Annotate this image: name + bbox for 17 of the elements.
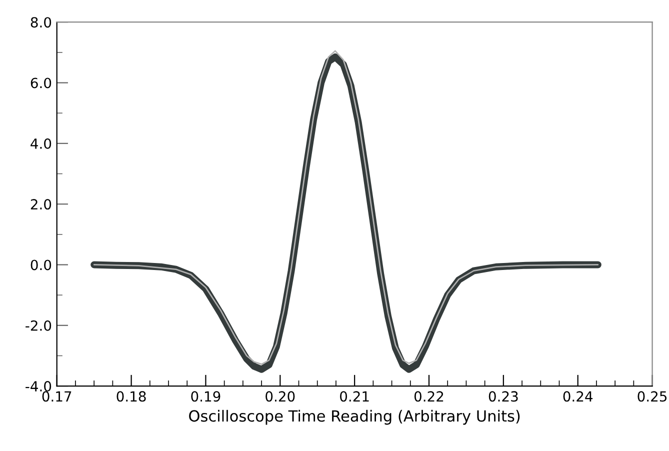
y-tick-label: 0.0 bbox=[30, 260, 52, 270]
x-tick-label: 0.22 bbox=[414, 391, 444, 402]
x-tick-label: 0.25 bbox=[638, 391, 667, 402]
x-tick-label: 0.23 bbox=[488, 391, 518, 402]
x-axis-title: Oscilloscope Time Reading (Arbitrary Units) bbox=[189, 410, 520, 425]
y-tick-label: 4.0 bbox=[30, 138, 52, 149]
y-tick-label: -4.0 bbox=[26, 381, 52, 392]
y-tick-label: 6.0 bbox=[30, 78, 52, 88]
x-tick-label: 0.19 bbox=[191, 391, 220, 402]
x-tick-label: 0.18 bbox=[116, 391, 146, 402]
x-tick-label: 0.21 bbox=[340, 391, 369, 402]
x-tick-label: 0.17 bbox=[42, 391, 72, 402]
x-tick-label: 0.24 bbox=[563, 391, 593, 402]
y-tick-label: -2.0 bbox=[26, 320, 52, 331]
x-tick-label: 0.20 bbox=[266, 391, 295, 402]
y-tick-label: 8.0 bbox=[30, 17, 52, 28]
y-tick-label: 2.0 bbox=[30, 199, 52, 210]
